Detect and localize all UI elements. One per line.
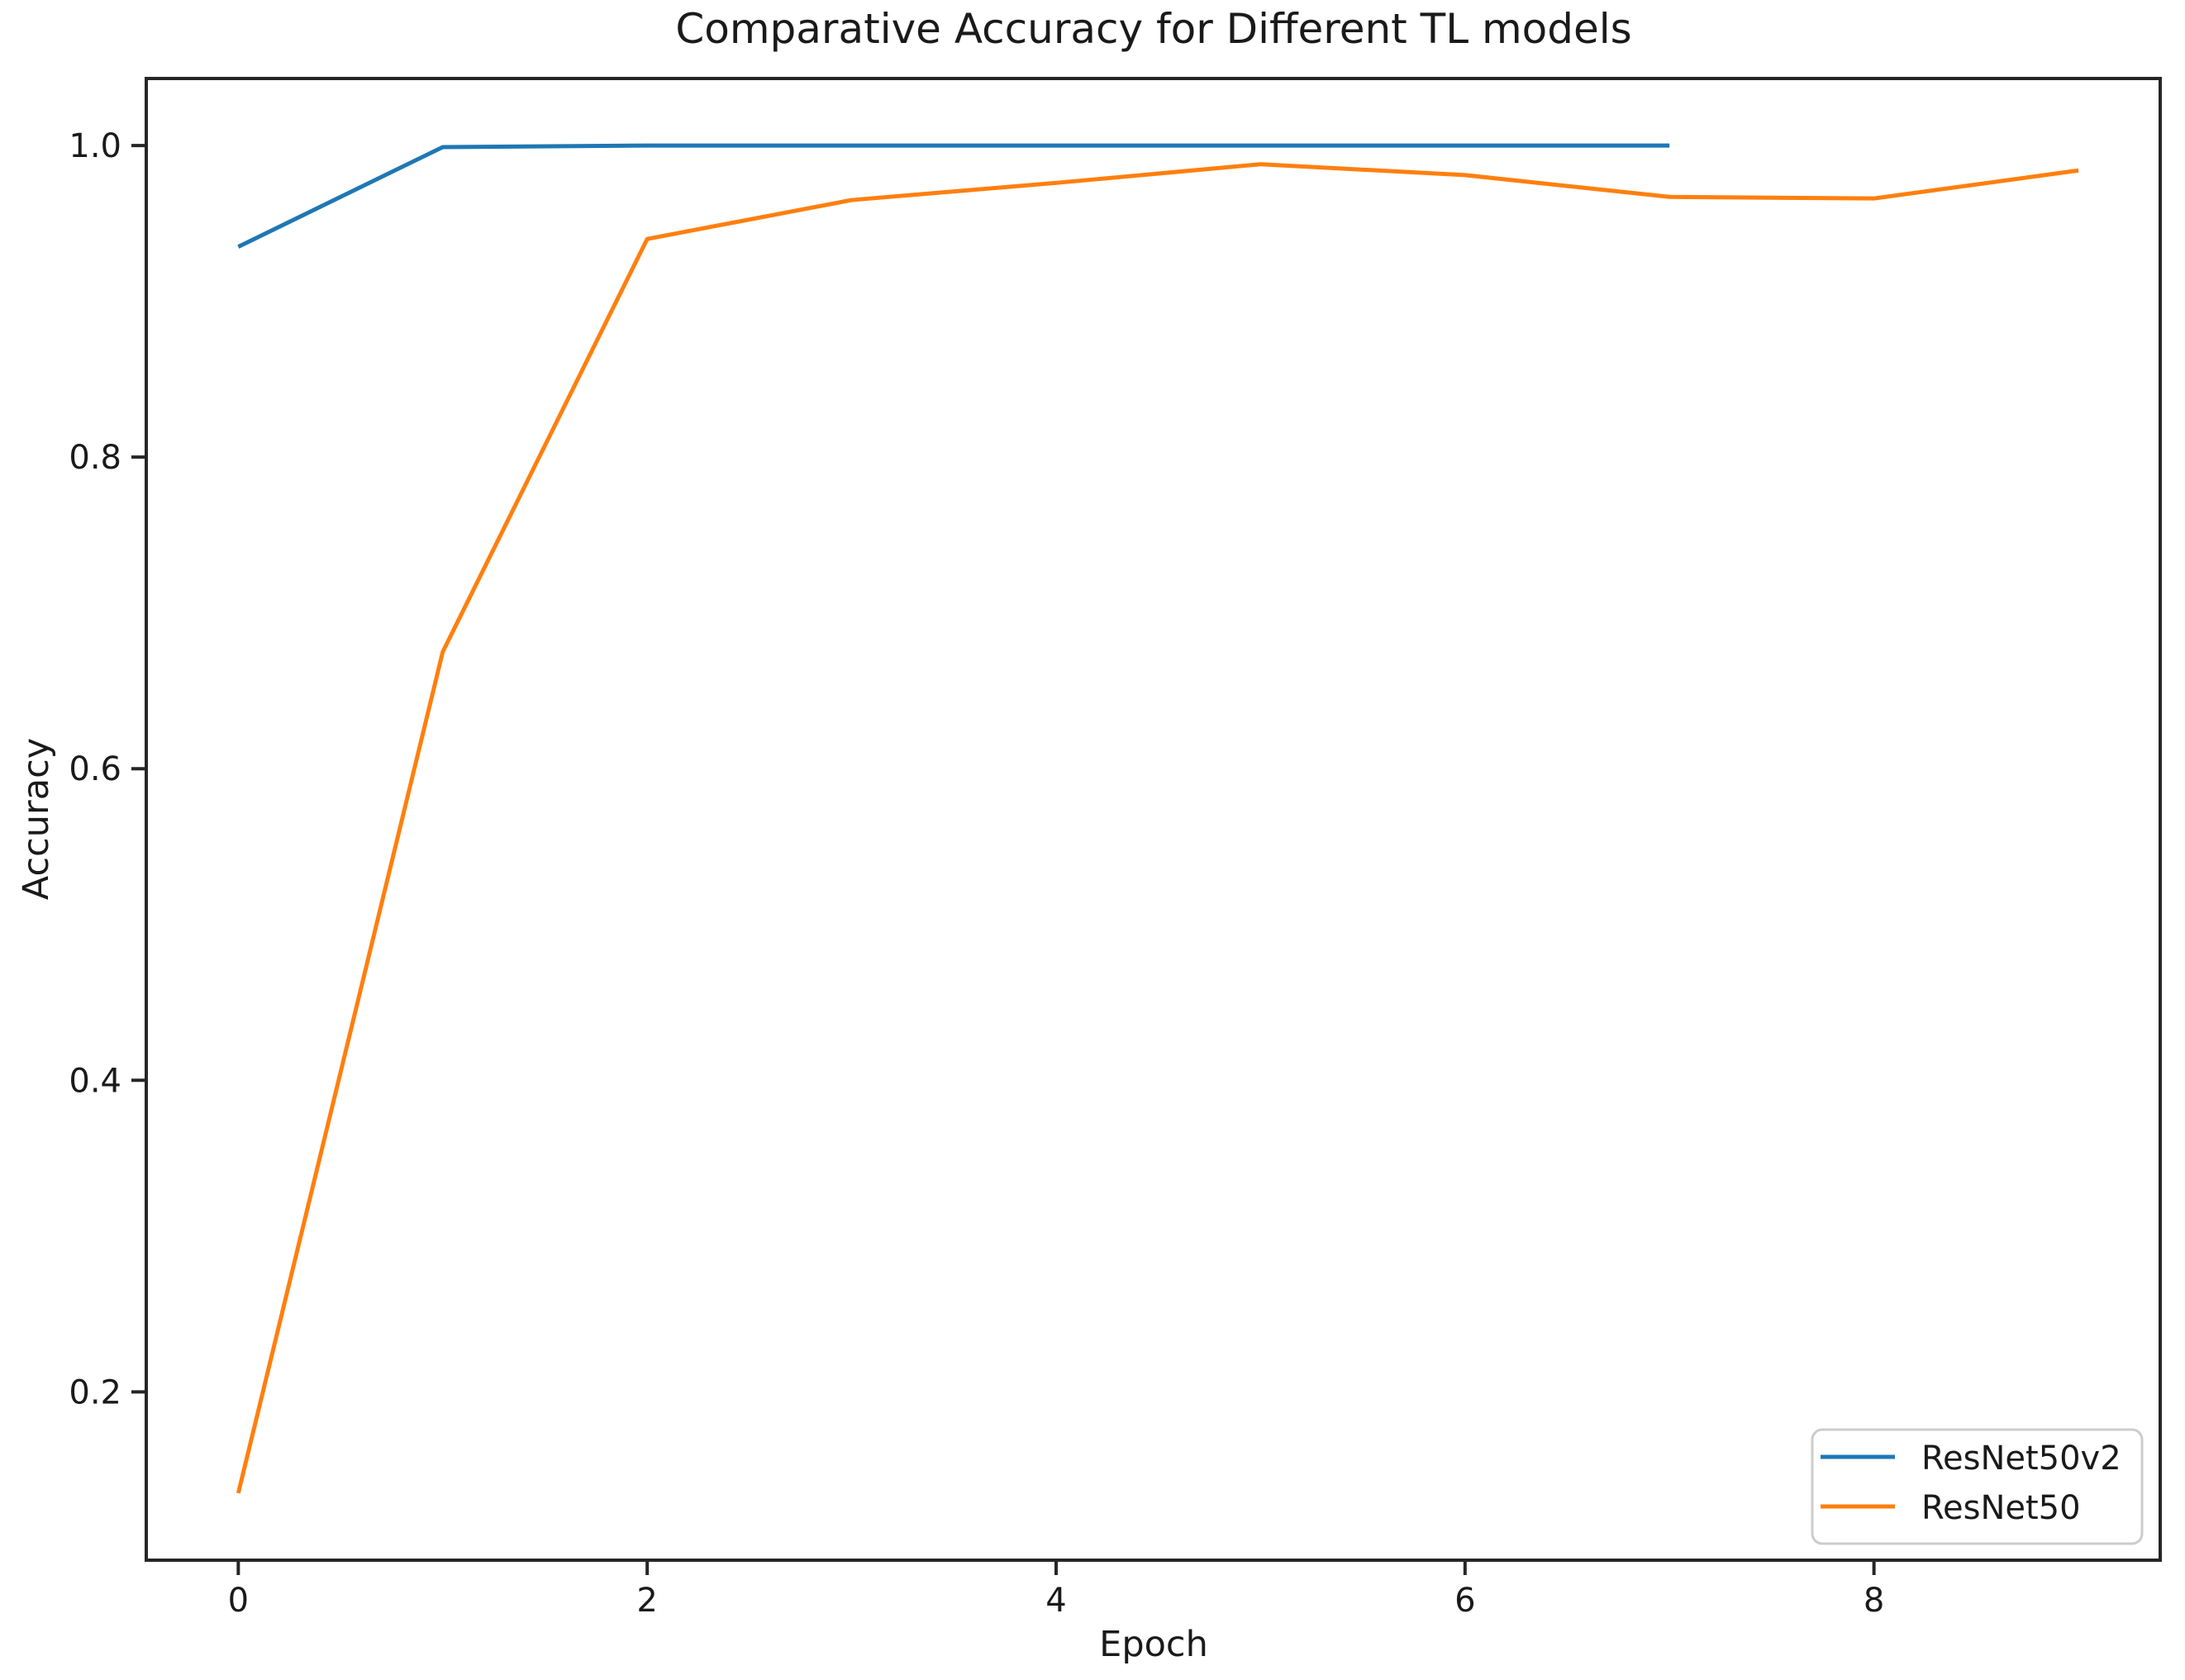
- plot-border: [145, 77, 2162, 1562]
- series-line-resnet50v2: [237, 143, 1670, 249]
- y-tick-label: 0.4: [69, 1062, 121, 1100]
- x-tick-label: 4: [1045, 1582, 1066, 1620]
- series-line-resnet50: [236, 162, 2079, 1494]
- y-tick-label: 0.6: [69, 750, 121, 788]
- legend-item-label: ResNet50v2: [1921, 1440, 2121, 1478]
- y-tick-label: 0.2: [69, 1373, 121, 1411]
- legend: ResNet50v2 ResNet50: [1811, 1428, 2144, 1545]
- x-axis-label: Epoch: [1099, 1624, 1208, 1665]
- plot-area: 0 2 4 6 8 0.2 0.4 0.6 0.8 1.0: [69, 77, 2162, 1620]
- y-axis-label: Accuracy: [16, 738, 57, 900]
- x-tick-label: 0: [228, 1582, 249, 1620]
- chart-title: Comparative Accuracy for Different TL mo…: [675, 5, 1631, 53]
- legend-item-label: ResNet50: [1921, 1489, 2081, 1527]
- y-tick-label: 1.0: [69, 127, 121, 165]
- x-tick-label: 8: [1864, 1582, 1884, 1620]
- x-tick-label: 2: [636, 1582, 657, 1620]
- x-tick-label: 6: [1454, 1582, 1475, 1620]
- y-tick-label: 0.8: [69, 439, 121, 477]
